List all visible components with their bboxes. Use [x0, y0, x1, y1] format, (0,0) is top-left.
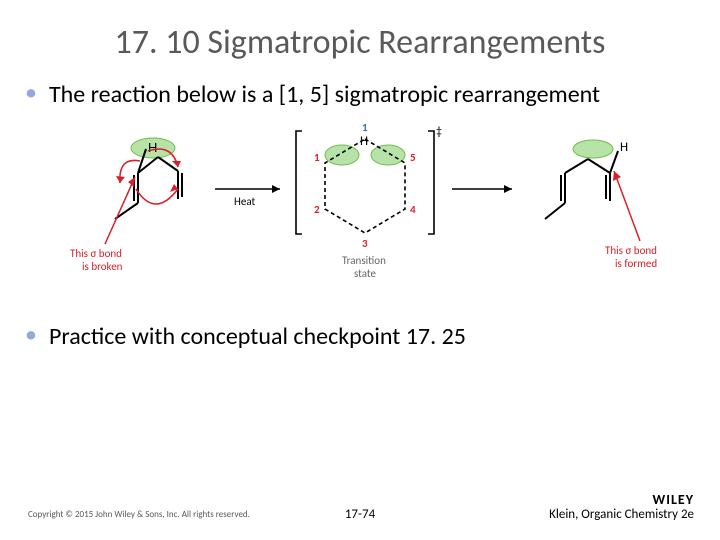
ts-num-top: 1 — [362, 121, 368, 134]
bullet-2-text: Practice with conceptual checkpoint 17. … — [49, 323, 466, 351]
page-number: 17-74 — [345, 507, 375, 522]
bullet-dot-icon: • — [25, 321, 37, 349]
ts-num-1: 1 — [314, 151, 320, 164]
book-title: Klein, Organic Chemistry 2e — [549, 507, 694, 522]
heat-label: Heat — [234, 195, 255, 208]
slide-title: 17. 10 Sigmatropic Rearrangements — [0, 0, 720, 63]
transition-state: ‡ H 1 1 2 3 4 5 Transition state — [296, 121, 442, 280]
ts-num-3: 3 — [362, 237, 368, 250]
right-caption-1: This σ bond — [605, 244, 657, 257]
heat-arrow: Heat — [215, 185, 280, 208]
right-H-label: H — [620, 140, 628, 155]
bullet-dot-icon: • — [25, 79, 37, 107]
left-caption-2: is broken — [82, 260, 123, 273]
reaction-diagram: H This σ bond is broken Heat ‡ H 1 1 — [0, 119, 720, 299]
copyright-text: Copyright © 2015 John Wiley & Sons, Inc.… — [28, 509, 250, 520]
ts-num-5: 5 — [410, 151, 416, 164]
ts-caption-2: state — [354, 267, 376, 280]
ts-num-4: 4 — [410, 203, 416, 216]
ts-num-2: 2 — [314, 203, 320, 216]
ts-H-label: H — [360, 134, 368, 149]
bullet-1-text: The reaction below is a [1, 5] sigmatrop… — [49, 81, 600, 109]
ts-caption-1: Transition — [342, 254, 386, 267]
footer-bar: Copyright © 2015 John Wiley & Sons, Inc.… — [0, 500, 720, 528]
arrow-right — [452, 185, 512, 193]
left-H-label: H — [148, 140, 157, 155]
right-structure: H This σ bond is formed — [545, 140, 657, 270]
bullet-1: • The reaction below is a [1, 5] sigmatr… — [0, 81, 720, 109]
ddagger: ‡ — [436, 125, 442, 139]
left-structure: H This σ bond is broken — [70, 138, 182, 273]
bullet-2: • Practice with conceptual checkpoint 17… — [0, 323, 720, 351]
left-caption-1: This σ bond — [70, 247, 122, 260]
right-caption-2: is formed — [615, 257, 657, 270]
